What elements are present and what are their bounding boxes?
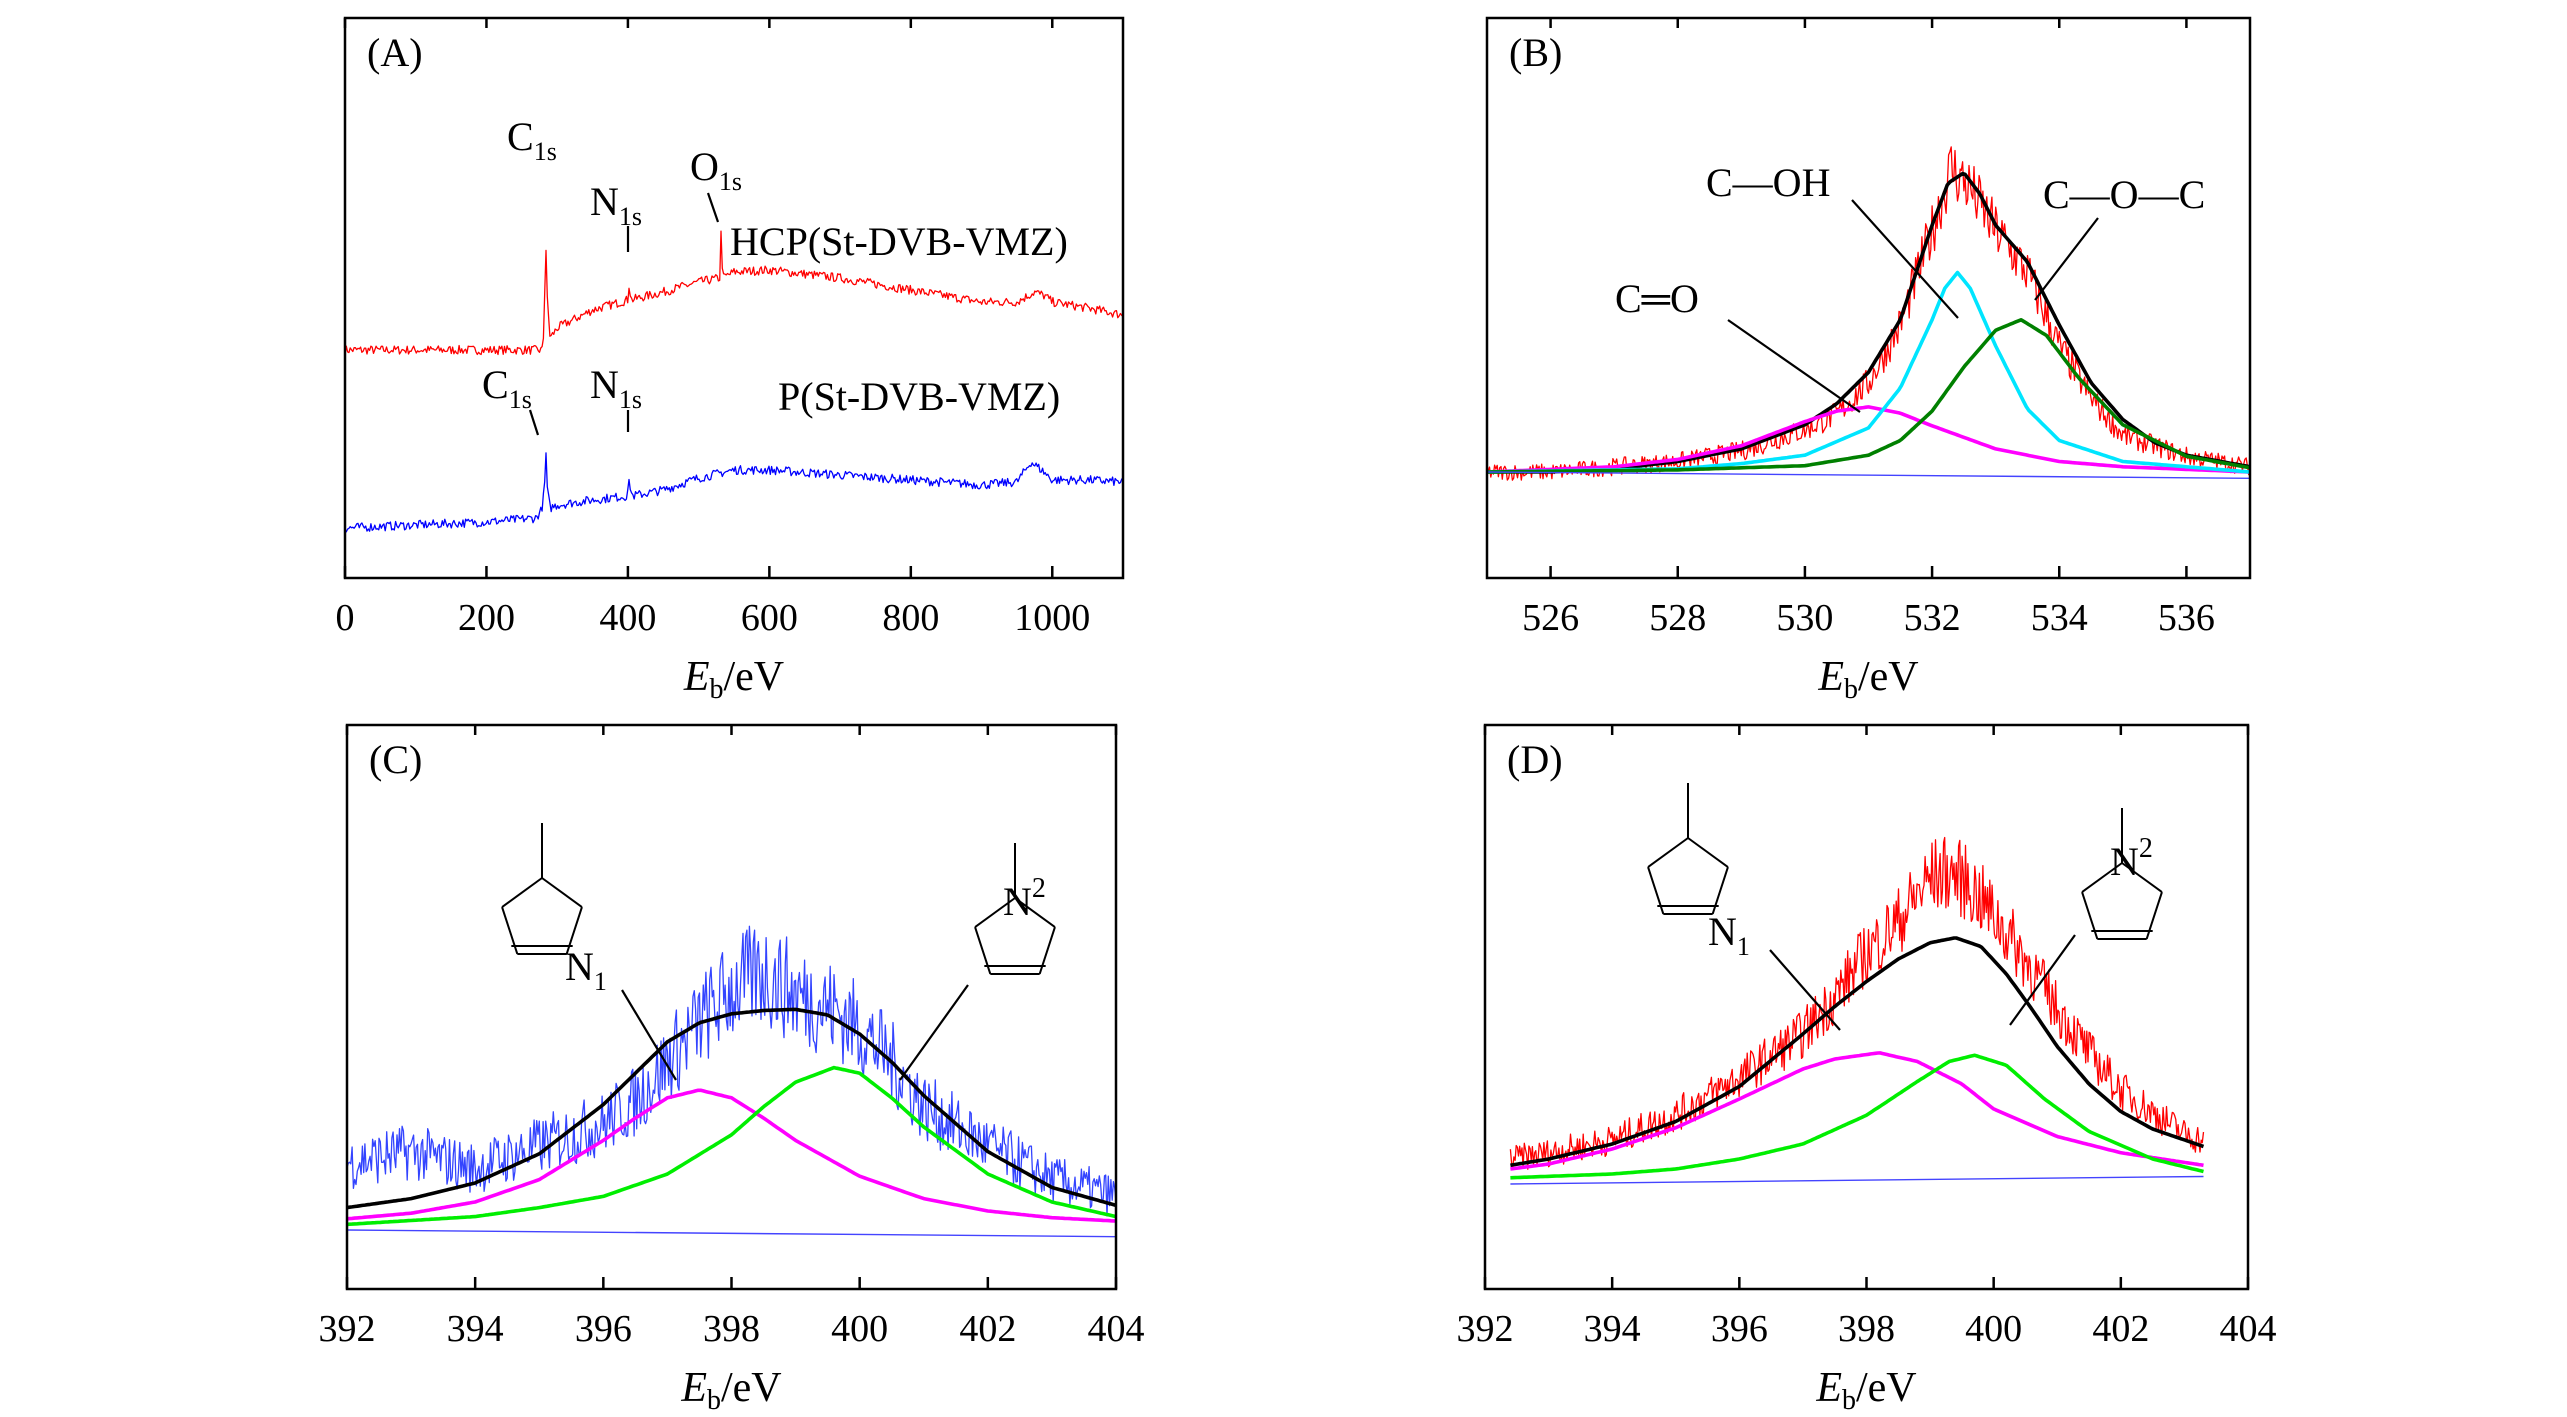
legend-p: P(St-DVB-VMZ) — [778, 374, 1060, 419]
annotation-c-o-c: C—O—C — [2043, 172, 2205, 217]
imidazole-structure-n2 — [974, 843, 1056, 975]
x-tick-label: 600 — [741, 597, 798, 639]
plot-frame — [343, 16, 1125, 580]
plot-frame — [1485, 16, 2252, 580]
imidazole-structure-n1 — [1647, 783, 1729, 915]
annotation-n1-d: N1 — [1708, 909, 1750, 961]
x-tick-label: 400 — [599, 597, 656, 639]
series-envelope — [347, 1007, 1116, 1210]
leader-line — [2009, 934, 2076, 1026]
x-tick-label: 534 — [2031, 597, 2088, 639]
series-baseline — [347, 1229, 1116, 1238]
leader-line — [621, 989, 677, 1081]
leader-line — [1769, 949, 1841, 1031]
annotation-n1s-p: N1s — [590, 362, 642, 414]
series-n1-imidazole-n-r — [347, 1088, 1116, 1223]
leader-line — [899, 984, 969, 1081]
series-baseline — [1510, 1175, 2204, 1185]
x-axis-label: Eb/eV — [1815, 1365, 1916, 1416]
x-tick-label: 528 — [1649, 597, 1706, 639]
x-tick-label: 800 — [882, 597, 939, 639]
x-axis-label: Eb/eV — [683, 654, 784, 705]
imidazole-structure-n2 — [2081, 808, 2163, 940]
annotation-n1s-hcp: N1s — [590, 179, 642, 231]
x-tick-label: 536 — [2158, 597, 2215, 639]
imidazole-structure-n1 — [501, 823, 583, 955]
panel-b: 526 528 530 532 534 536 Eb/eV (B) C═O C—OH C—O—C — [1485, 16, 2252, 705]
plot-frame — [1483, 723, 2250, 1291]
series-p-st-dvb-vmz — [345, 452, 1123, 533]
panel-label: (D) — [1507, 737, 1563, 782]
panel-c: 392 394 396 398 400 402 404 Eb/eV (C) N1 N2 — [319, 723, 1145, 1416]
panel-a: 0 200 400 600 800 1000 Eb/eV (A) C1s N1s O1s C1s N1s… — [336, 16, 1125, 705]
x-tick-label: 396 — [1711, 1308, 1768, 1350]
panel-d: 392 394 396 398 400 402 404 Eb/eV (D) N1 N2 — [1457, 723, 2277, 1416]
x-tick-label: 394 — [447, 1308, 504, 1350]
panel-label: (B) — [1509, 30, 1562, 75]
leader-line — [528, 409, 540, 436]
x-tick-label: 400 — [1965, 1308, 2022, 1350]
series-raw-data — [347, 925, 1116, 1217]
annotation-c1s-p: C1s — [482, 362, 532, 414]
x-tick-label: 404 — [1088, 1308, 1145, 1350]
x-axis-label: Eb/eV — [1817, 654, 1918, 705]
annotation-n2-d: N2 — [2110, 833, 2153, 884]
x-tick-label: 200 — [458, 597, 515, 639]
x-tick-label: 402 — [959, 1308, 1016, 1350]
legend-hcp: HCP(St-DVB-VMZ) — [730, 219, 1068, 264]
series-c-o-c — [1487, 318, 2250, 474]
series-c-o — [1487, 405, 2250, 474]
x-tick-label: 532 — [1904, 597, 1961, 639]
leader-line — [1727, 319, 1861, 413]
x-tick-label: 530 — [1776, 597, 1833, 639]
x-tick-label: 398 — [703, 1308, 760, 1350]
series-hcp-st-dvb-vmz — [345, 230, 1123, 356]
series-n2-imidazole-c-n — [347, 1065, 1116, 1227]
annotation-o1s-hcp: O1s — [690, 144, 742, 196]
series-baseline — [1487, 471, 2250, 479]
annotation-c1s-hcp: C1s — [507, 114, 557, 166]
annotation-c-double-o: C═O — [1615, 276, 1699, 321]
annotation-n1-c: N1 — [565, 944, 607, 996]
x-tick-label: 1000 — [1014, 597, 1090, 639]
x-axis-label: Eb/eV — [680, 1365, 781, 1416]
x-tick-label: 398 — [1838, 1308, 1895, 1350]
leader-line — [1851, 199, 1959, 319]
leader-line — [706, 192, 720, 223]
panel-label: (C) — [369, 737, 422, 782]
x-tick-label: 394 — [1584, 1308, 1641, 1350]
x-tick-label: 526 — [1522, 597, 1579, 639]
annotation-c-oh: C—OH — [1706, 160, 1830, 205]
series-n2-imidazole-c-n — [1510, 1053, 2204, 1180]
x-tick-label: 392 — [319, 1308, 376, 1350]
x-tick-label: 400 — [831, 1308, 888, 1350]
series-raw-data — [1487, 146, 2250, 481]
series-envelope — [1510, 936, 2205, 1168]
x-tick-label: 392 — [1457, 1308, 1514, 1350]
panel-label: (A) — [367, 30, 423, 75]
series-n1-imidazole-n-r — [1510, 1051, 2204, 1171]
annotation-n2-c: N2 — [1003, 873, 1046, 924]
x-tick-label: 402 — [2092, 1308, 2149, 1350]
x-tick-label: 396 — [575, 1308, 632, 1350]
x-tick-label: 404 — [2220, 1308, 2277, 1350]
x-tick-label: 0 — [336, 597, 355, 639]
leader-line — [2034, 217, 2099, 301]
